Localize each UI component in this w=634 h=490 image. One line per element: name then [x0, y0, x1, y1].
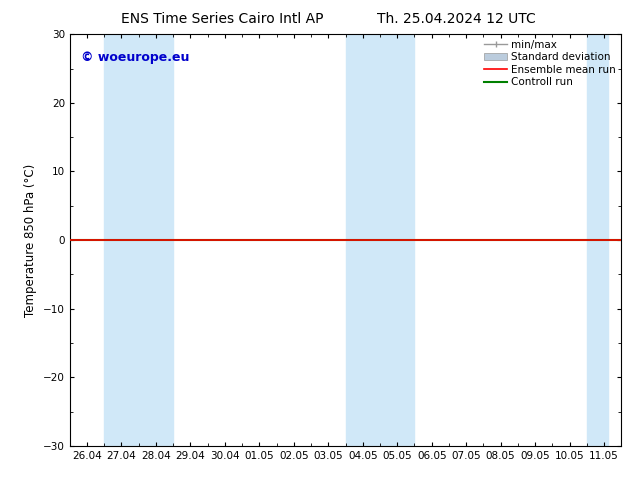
Legend: min/max, Standard deviation, Ensemble mean run, Controll run: min/max, Standard deviation, Ensemble me…	[482, 37, 618, 89]
Bar	[346, 34, 415, 446]
Text: Th. 25.04.2024 12 UTC: Th. 25.04.2024 12 UTC	[377, 12, 536, 26]
Bar	[587, 34, 607, 446]
Bar	[104, 34, 173, 446]
Text: ENS Time Series Cairo Intl AP: ENS Time Series Cairo Intl AP	[120, 12, 323, 26]
Y-axis label: Temperature 850 hPa (°C): Temperature 850 hPa (°C)	[25, 164, 37, 317]
Text: © woeurope.eu: © woeurope.eu	[81, 51, 189, 64]
